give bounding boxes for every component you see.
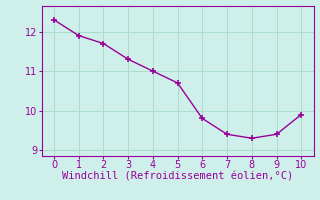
X-axis label: Windchill (Refroidissement éolien,°C): Windchill (Refroidissement éolien,°C): [62, 172, 293, 182]
